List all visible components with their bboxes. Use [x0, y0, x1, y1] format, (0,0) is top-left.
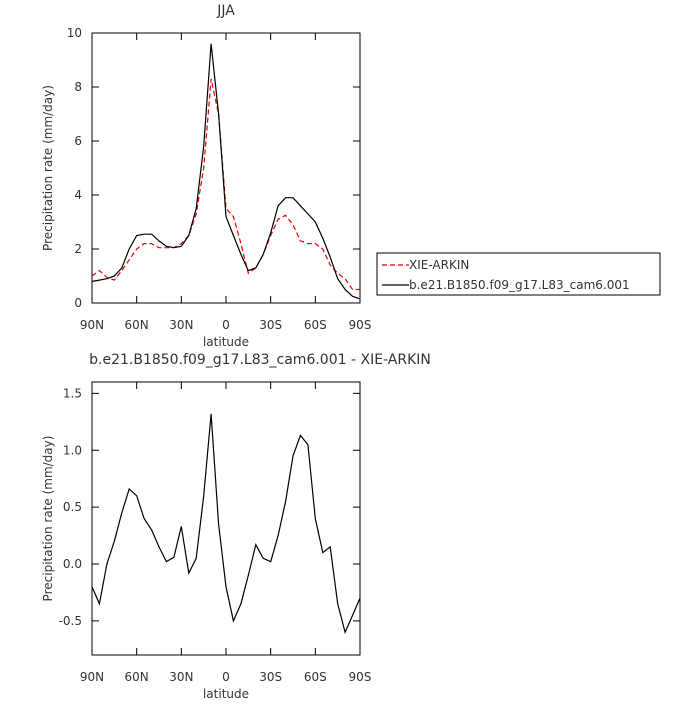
- x-tick-label: 60N: [125, 318, 149, 332]
- legend: XIE-ARKIN b.e21.B1850.f09_g17.L83_cam6.00…: [376, 252, 661, 296]
- y-tick-label: 0.0: [63, 557, 82, 571]
- x-tick-label: 60N: [125, 670, 149, 684]
- x-axis-label: latitude: [203, 335, 249, 349]
- y-tick-label: 0: [74, 296, 82, 310]
- x-tick-label: 60S: [304, 670, 327, 684]
- legend-box: [376, 252, 661, 296]
- x-tick-label: 0: [222, 318, 230, 332]
- x-tick-label: 30N: [169, 670, 193, 684]
- y-tick-label: 1.5: [63, 386, 82, 400]
- y-axis-label: Precipitation rate (mm/day): [41, 85, 55, 251]
- x-tick-label: 30N: [169, 318, 193, 332]
- x-tick-label: 90N: [80, 318, 104, 332]
- x-tick-label: 90S: [349, 670, 372, 684]
- x-tick-label: 90S: [349, 318, 372, 332]
- chart-title: b.e21.B1850.f09_g17.L83_cam6.001 - XIE-A…: [89, 352, 431, 368]
- y-tick-label: 8: [74, 80, 82, 94]
- y-tick-label: 10: [67, 26, 82, 40]
- x-axis-label: latitude: [203, 687, 249, 700]
- x-tick-label: 90N: [80, 670, 104, 684]
- y-axis-label: Precipitation rate (mm/day): [41, 436, 55, 602]
- y-tick-label: 6: [74, 134, 82, 148]
- x-tick-label: 30S: [259, 318, 282, 332]
- chart-title: JJA: [216, 3, 235, 19]
- series-line: [91, 43, 361, 300]
- y-tick-label: 4: [74, 188, 82, 202]
- series-line: [91, 78, 360, 291]
- y-tick-label: -0.5: [59, 614, 82, 628]
- plot-frame: [91, 381, 361, 656]
- x-tick-label: 30S: [259, 670, 282, 684]
- y-tick-label: 0.5: [63, 500, 82, 514]
- y-tick-label: 1.0: [63, 443, 82, 457]
- x-tick-label: 0: [222, 670, 230, 684]
- plot-frame: [91, 32, 361, 304]
- x-tick-label: 60S: [304, 318, 327, 332]
- legend-label: b.e21.B1850.f09_g17.L83_cam6.001: [409, 278, 630, 292]
- y-tick-label: 2: [74, 242, 82, 256]
- series-line: [91, 413, 361, 635]
- legend-label: XIE-ARKIN: [409, 258, 469, 272]
